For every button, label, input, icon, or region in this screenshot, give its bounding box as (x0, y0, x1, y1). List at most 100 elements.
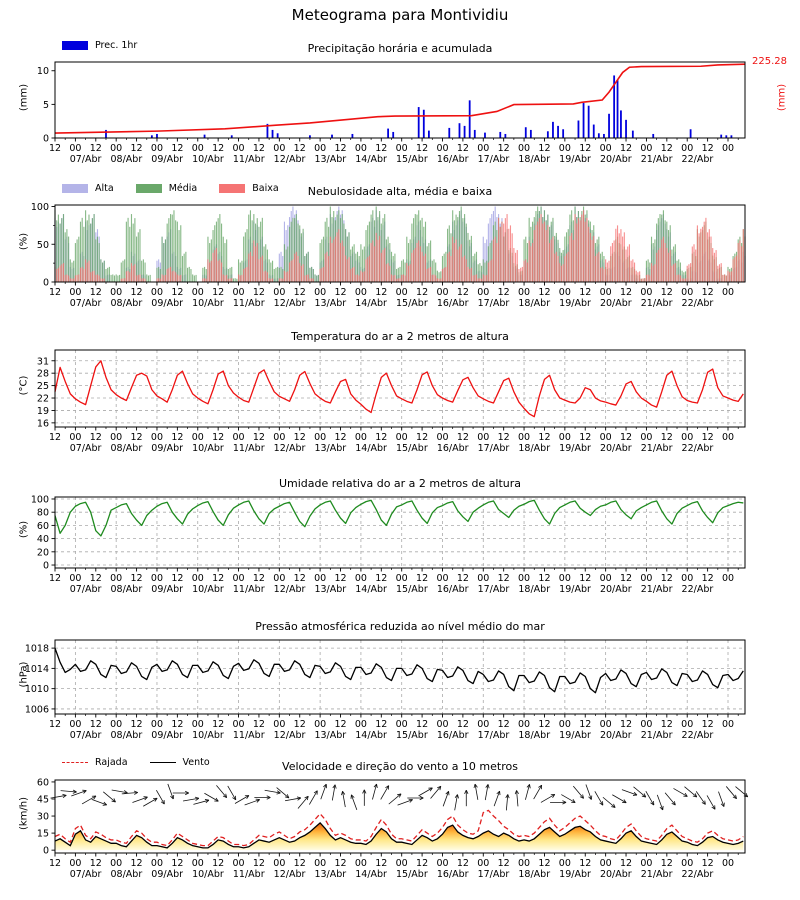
x-tick-label: 12 (375, 573, 387, 584)
x-tick-label: 12 (457, 432, 469, 443)
x-date-label: 08/Abr (111, 730, 143, 741)
precip-bar (582, 103, 585, 138)
precip-bar (458, 123, 461, 138)
x-tick-label: 00 (436, 858, 448, 869)
x-date-label: 16/Abr (437, 584, 469, 595)
x-tick-label: 00 (192, 432, 204, 443)
x-tick-label: 00 (722, 858, 734, 869)
x-tick-label: 12 (212, 143, 224, 154)
x-tick-label: 00 (681, 143, 693, 154)
panel-title-pressure: Pressão atmosférica reduzida ao nível mé… (255, 620, 545, 633)
precip-bar (546, 131, 549, 138)
x-date-label: 19/Abr (559, 730, 591, 741)
x-date-label: 09/Abr (151, 443, 183, 454)
x-tick-label: 00 (600, 858, 612, 869)
x-tick-label: 12 (538, 287, 550, 298)
series-line-pressure (54, 647, 744, 694)
precip-bar (597, 133, 600, 138)
x-date-label: 11/Abr (233, 584, 265, 595)
accumulated-total-annotation: 225.28 (752, 56, 787, 67)
precip-bar (484, 132, 486, 138)
x-date-label: 15/Abr (396, 584, 428, 595)
x-tick-label: 12 (375, 287, 387, 298)
x-tick-label: 12 (212, 573, 224, 584)
alta-legend-swatch (62, 184, 88, 193)
x-tick-label: 00 (69, 573, 81, 584)
precip-bar (468, 100, 471, 138)
legend-cloudiness: Alta Média Baixa (62, 183, 301, 194)
precip-legend-swatch (62, 41, 88, 50)
precip-bar (725, 135, 728, 138)
x-tick-label: 00 (69, 719, 81, 730)
x-tick-label: 12 (579, 858, 591, 869)
baixa-legend-swatch (219, 184, 246, 193)
x-tick-label: 12 (49, 573, 61, 584)
x-tick-label: 00 (314, 719, 326, 730)
precip-bar (203, 134, 206, 138)
x-tick-label: 12 (538, 858, 550, 869)
x-date-label: 18/Abr (518, 298, 550, 309)
x-tick-label: 12 (131, 573, 143, 584)
x-tick-label: 00 (518, 719, 530, 730)
x-date-label: 13/Abr (314, 443, 346, 454)
y-tick-label: 100 (31, 202, 49, 213)
x-tick-label: 12 (212, 858, 224, 869)
x-tick-label: 12 (253, 719, 265, 730)
x-tick-label: 00 (436, 432, 448, 443)
precip-bar (587, 105, 590, 138)
cloud-series-media (54, 206, 746, 282)
x-tick-label: 00 (232, 573, 244, 584)
ylabel-temp-c: (°C) (18, 375, 30, 396)
x-date-label: 07/Abr (70, 869, 102, 880)
x-date-label: 09/Abr (151, 298, 183, 309)
x-tick-label: 12 (661, 858, 673, 869)
x-tick-label: 12 (49, 719, 61, 730)
precip-bar (331, 134, 333, 138)
x-date-label: 09/Abr (151, 154, 183, 165)
precip-bar (625, 119, 627, 138)
x-tick-label: 12 (253, 287, 265, 298)
x-date-label: 10/Abr (192, 443, 224, 454)
x-tick-label: 12 (49, 432, 61, 443)
x-tick-label: 00 (640, 287, 652, 298)
precip-bar (427, 130, 430, 138)
x-tick-label: 12 (212, 432, 224, 443)
x-tick-label: 00 (314, 573, 326, 584)
x-tick-label: 00 (232, 858, 244, 869)
x-date-label: 19/Abr (559, 154, 591, 165)
x-tick-label: 00 (192, 143, 204, 154)
wind-line (54, 821, 744, 849)
x-tick-label: 12 (253, 573, 265, 584)
x-date-label: 13/Abr (314, 298, 346, 309)
panel-1: 12 00 12 00 12 00 12 00 12 00 12 00 12 00 12 00 12 00 12 00… (31, 202, 746, 309)
x-date-label: 17/Abr (478, 443, 510, 454)
y-tick-label: 5 (43, 100, 49, 111)
x-tick-label: 00 (477, 432, 489, 443)
x-date-label: 18/Abr (518, 443, 550, 454)
precip-bar (387, 128, 390, 138)
x-tick-label: 00 (110, 858, 122, 869)
x-tick-label: 00 (314, 287, 326, 298)
x-tick-label: 12 (498, 432, 510, 443)
panel-title-temperature: Temperatura do ar a 2 metros de altura (291, 330, 509, 343)
x-date-label: 15/Abr (396, 869, 428, 880)
x-tick-label: 00 (396, 719, 408, 730)
x-date-label: 11/Abr (233, 869, 265, 880)
x-tick-label: 12 (579, 573, 591, 584)
axes-frame (54, 204, 746, 283)
x-date-label: 14/Abr (355, 154, 387, 165)
x-tick-label: 00 (559, 858, 571, 869)
x-date-label: 14/Abr (355, 443, 387, 454)
precip-bar (463, 125, 466, 138)
x-tick-label: 12 (702, 287, 714, 298)
y-tick-label: 10 (37, 66, 49, 77)
precip-bar (392, 131, 395, 138)
x-tick-label: 12 (702, 573, 714, 584)
x-tick-label: 00 (396, 858, 408, 869)
x-tick-label: 00 (436, 573, 448, 584)
x-date-label: 10/Abr (192, 298, 224, 309)
y-tick-label: 1006 (25, 704, 49, 715)
x-tick-label: 00 (600, 143, 612, 154)
x-date-label: 21/Abr (641, 730, 673, 741)
x-date-label: 16/Abr (437, 869, 469, 880)
